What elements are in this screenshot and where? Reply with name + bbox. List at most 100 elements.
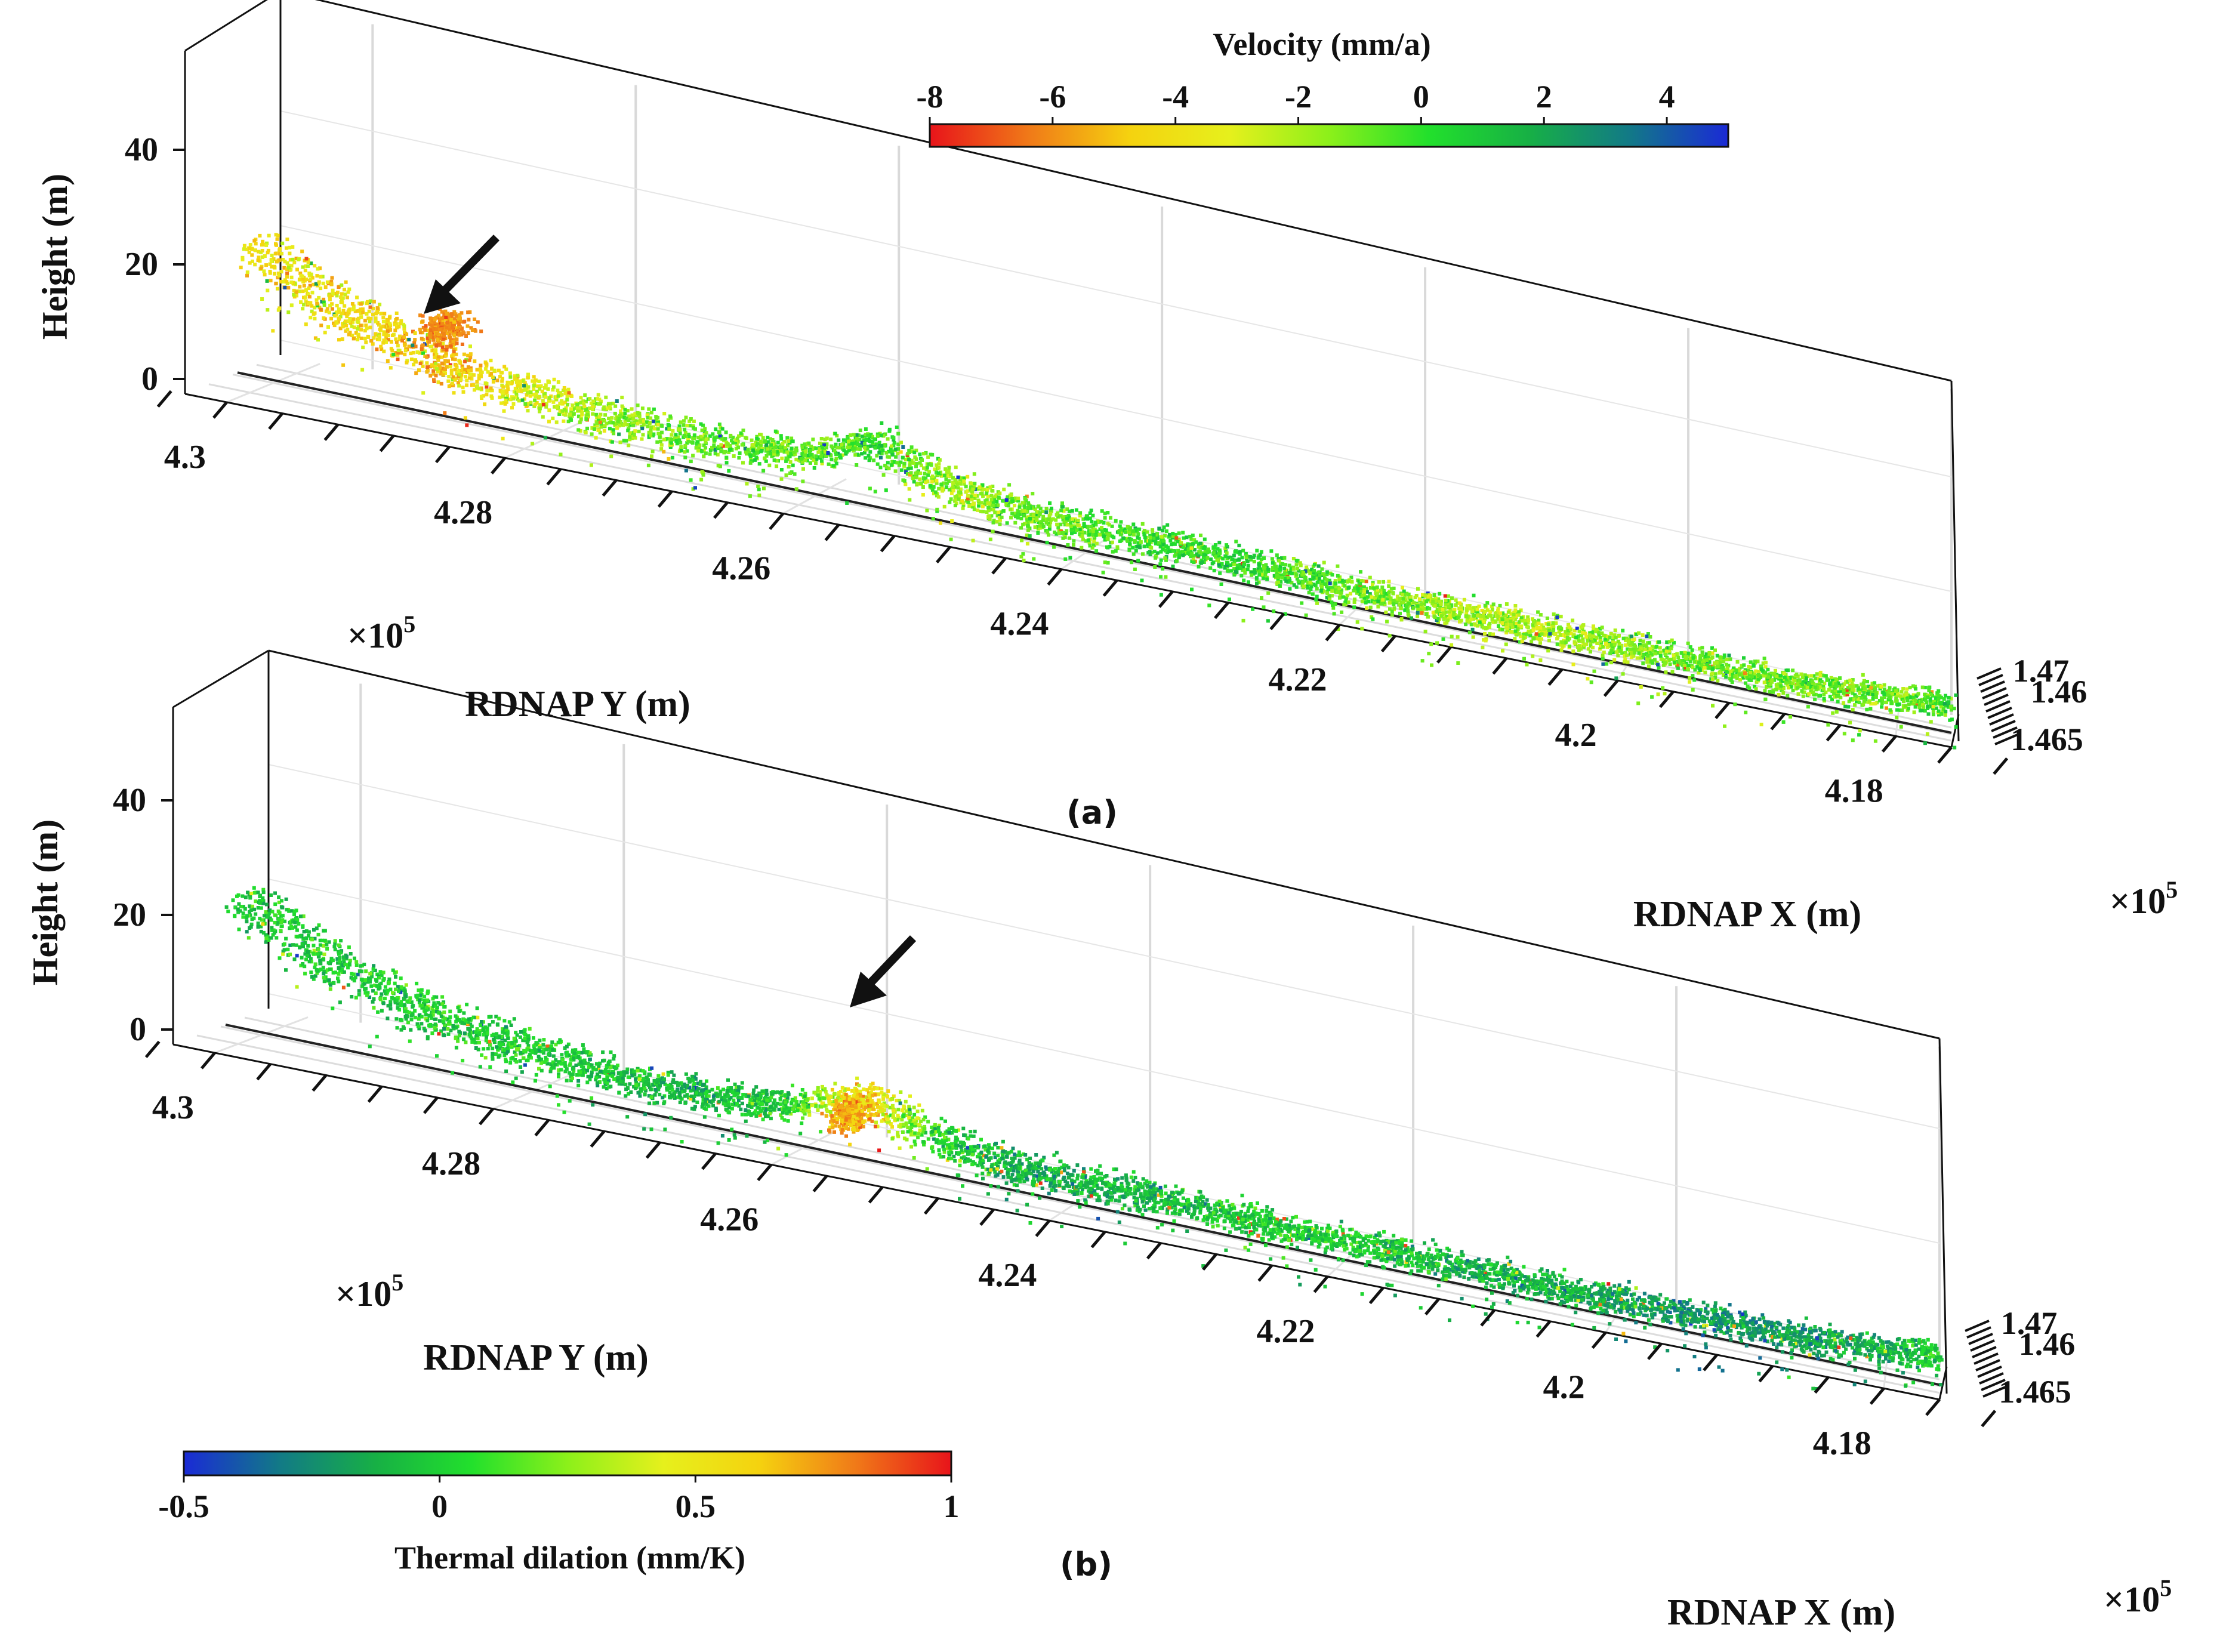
data-point [987, 514, 991, 518]
data-point [1096, 519, 1100, 523]
data-point [538, 394, 542, 399]
data-point [1395, 599, 1399, 603]
data-point [1387, 634, 1392, 638]
data-point [324, 309, 328, 313]
data-point [1209, 557, 1213, 562]
data-point [862, 442, 867, 446]
data-point [1368, 594, 1372, 598]
data-point [775, 450, 779, 454]
data-point [1317, 577, 1321, 581]
data-point [531, 393, 535, 397]
data-point [908, 463, 912, 467]
data-point [377, 323, 381, 327]
data-point [1143, 535, 1147, 540]
data-point [1217, 548, 1222, 553]
data-point [794, 487, 798, 491]
data-point [1856, 697, 1860, 701]
data-point [582, 402, 586, 406]
data-point [1312, 582, 1316, 587]
data-point [488, 389, 492, 393]
data-point [820, 459, 824, 463]
data-point [1325, 578, 1329, 582]
data-point [1710, 677, 1715, 681]
data-point [283, 285, 287, 289]
data-point [1323, 577, 1327, 581]
data-point [1047, 533, 1050, 537]
data-point [1414, 594, 1419, 597]
data-point [772, 452, 776, 456]
data-point [1046, 517, 1050, 522]
data-point [700, 470, 704, 474]
data-point [1656, 662, 1660, 667]
data-point [1852, 685, 1856, 689]
data-point [986, 486, 990, 490]
data-point [1941, 709, 1945, 713]
data-point [628, 435, 632, 439]
data-point [1013, 504, 1017, 508]
data-point [1187, 544, 1191, 548]
data-point [399, 351, 403, 355]
data-point [1555, 615, 1559, 620]
data-point [1055, 522, 1059, 526]
data-point [1022, 559, 1026, 563]
data-point [1949, 708, 1953, 712]
data-point [604, 395, 608, 399]
data-point [558, 391, 562, 395]
data-point [1146, 551, 1151, 555]
data-point [1703, 670, 1707, 674]
data-point [816, 450, 821, 454]
data-point [887, 427, 892, 432]
data-point [1572, 640, 1577, 644]
data-point [1525, 632, 1529, 636]
data-point [1382, 595, 1386, 599]
data-point [1362, 585, 1366, 589]
data-point [364, 340, 368, 344]
data-point [394, 351, 398, 355]
data-point [310, 304, 314, 308]
data-point [1014, 514, 1017, 519]
data-point [719, 426, 723, 430]
data-point [1653, 652, 1657, 656]
data-point [316, 304, 320, 308]
data-point [1815, 683, 1819, 687]
data-point [511, 402, 516, 406]
data-point [1359, 579, 1364, 583]
data-point [463, 416, 467, 420]
data-point [761, 436, 765, 440]
data-point [1726, 664, 1731, 668]
data-point [1653, 649, 1657, 654]
data-point [1358, 586, 1362, 590]
data-point [1617, 634, 1621, 637]
data-point [585, 426, 589, 430]
data-point [1245, 554, 1248, 558]
data-point [275, 260, 279, 264]
data-point [1260, 557, 1263, 561]
data-point [539, 403, 543, 408]
data-point [737, 456, 741, 460]
data-point [1487, 614, 1491, 618]
data-point [1882, 692, 1886, 696]
data-point [458, 360, 462, 364]
data-point [1159, 593, 1163, 597]
data-point [620, 415, 624, 419]
data-point [1777, 693, 1781, 696]
data-point [1649, 651, 1653, 655]
data-point [878, 466, 883, 470]
data-point [1040, 522, 1044, 526]
data-point [788, 460, 793, 464]
data-point [1718, 671, 1722, 675]
data-point [1620, 651, 1624, 655]
data-point [1733, 702, 1737, 707]
data-point [684, 415, 688, 420]
data-point [557, 412, 562, 416]
data-point [997, 516, 1001, 520]
data-point [483, 402, 487, 406]
data-point [538, 406, 542, 411]
data-point [925, 508, 929, 513]
data-point [679, 445, 683, 449]
data-point [1068, 556, 1072, 560]
data-point [881, 448, 885, 452]
data-point [1319, 583, 1323, 587]
data-point [1513, 614, 1518, 618]
data-point [1540, 632, 1544, 636]
